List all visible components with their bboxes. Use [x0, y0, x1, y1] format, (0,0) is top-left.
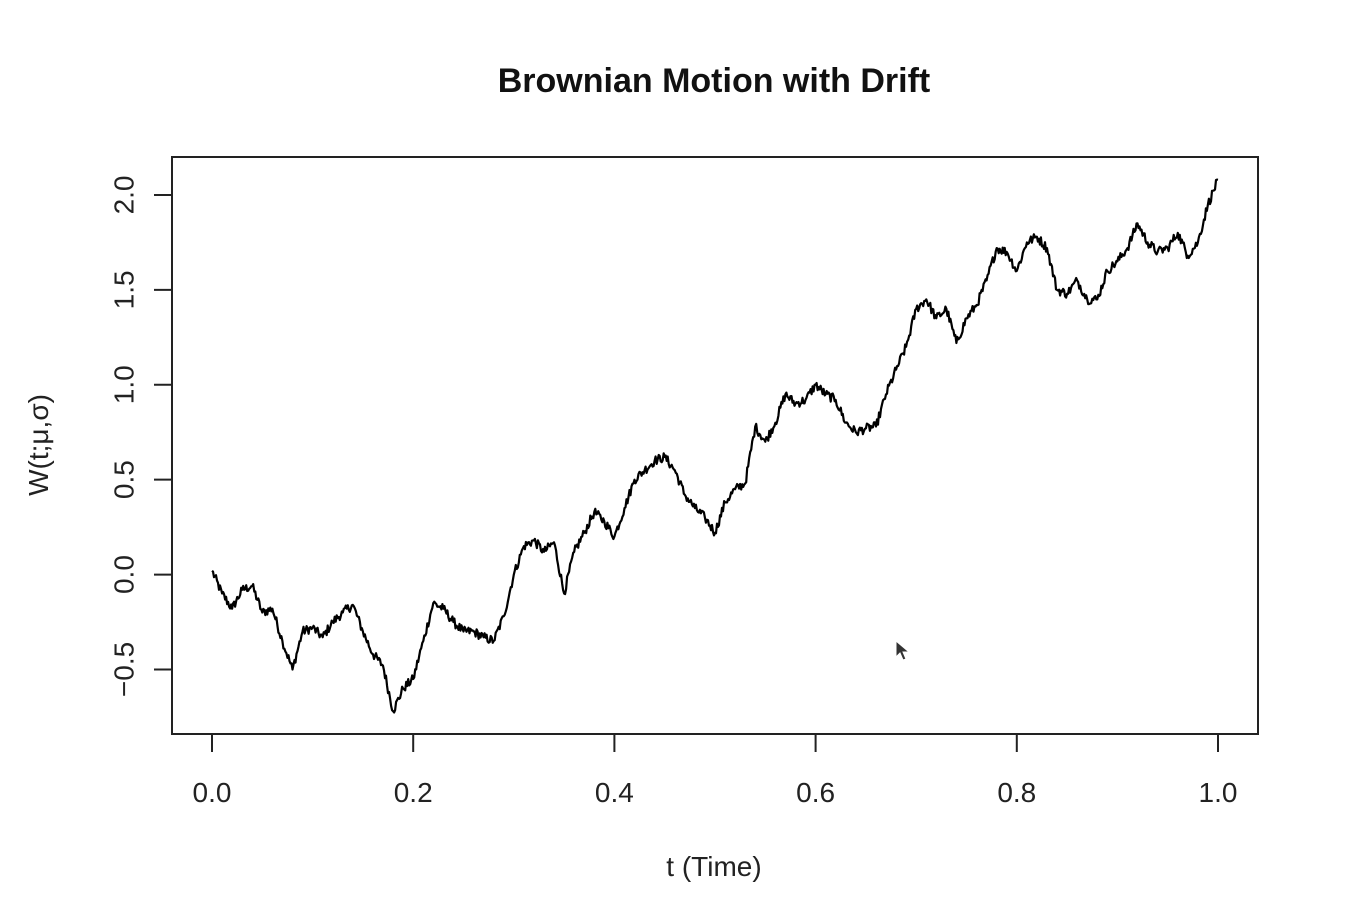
y-tick-label: 0.0 [108, 555, 139, 594]
series-layer [211, 178, 1219, 714]
x-tick-label: 0.2 [394, 777, 433, 808]
x-tick-label: 0.4 [595, 777, 634, 808]
y-axis: −0.5 0.0 0.5 1.0 1.5 2.0 [108, 175, 173, 697]
y-tick-label: 1.0 [108, 365, 139, 404]
y-axis-label: W(t;μ,σ) [23, 394, 54, 496]
x-tick-label: 0.8 [997, 777, 1036, 808]
y-tick-label: −0.5 [108, 642, 139, 697]
y-tick-label: 2.0 [108, 175, 139, 214]
chart-title: Brownian Motion with Drift [498, 62, 931, 100]
plot-frame [171, 156, 1259, 735]
x-axis-label: t (Time) [666, 851, 761, 882]
x-tick-label: 0.6 [796, 777, 835, 808]
cursor-icon [895, 639, 911, 661]
x-tick-label: 1.0 [1199, 777, 1238, 808]
x-tick-label: 0.0 [193, 777, 232, 808]
x-axis: 0.0 0.2 0.4 0.6 0.8 1.0 [193, 733, 1238, 808]
y-tick-label: 0.5 [108, 460, 139, 499]
series-line [211, 178, 1219, 714]
y-tick-label: 1.5 [108, 270, 139, 309]
